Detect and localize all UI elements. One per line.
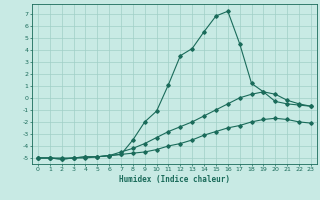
X-axis label: Humidex (Indice chaleur): Humidex (Indice chaleur): [119, 175, 230, 184]
